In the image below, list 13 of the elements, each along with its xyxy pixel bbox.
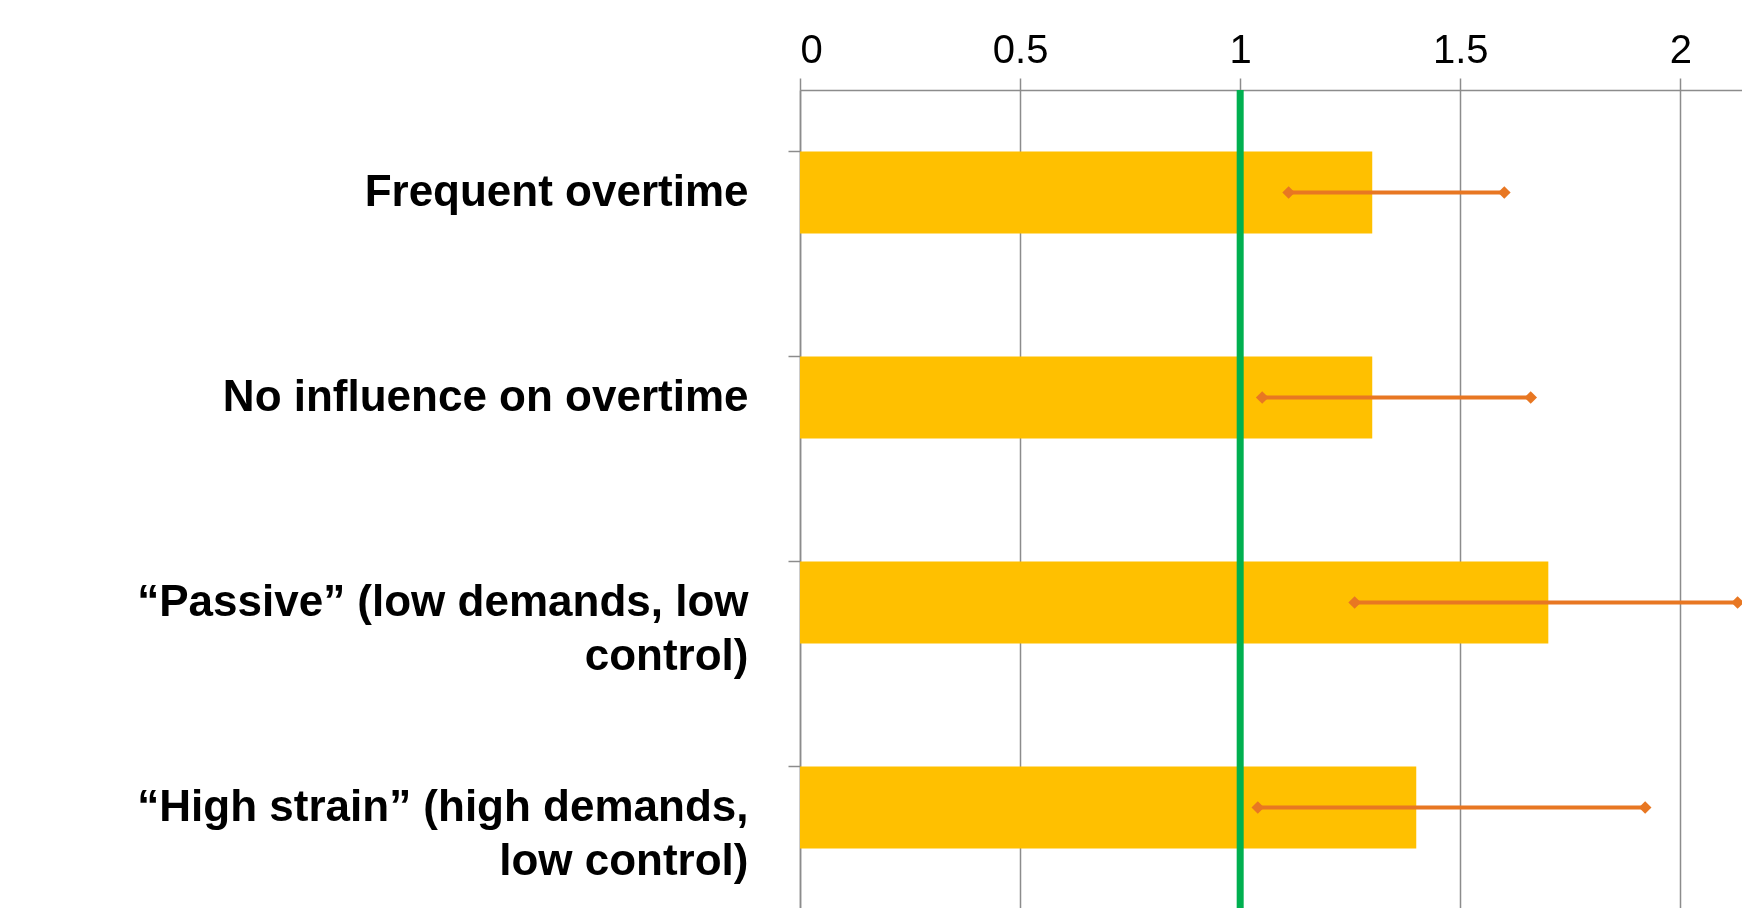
y-tick-label: “High strain” (high demands, low control) <box>137 780 749 884</box>
y-tick-label: Frequent overtime <box>364 165 749 215</box>
bar <box>800 561 1549 644</box>
bar <box>800 151 1373 234</box>
bar <box>800 356 1373 439</box>
x-tick-label: 0.5 <box>992 26 1049 71</box>
x-tick-label: 1 <box>1229 26 1252 71</box>
x-tick-label: 2 <box>1669 26 1692 71</box>
x-tick-label: 0 <box>800 26 823 71</box>
bar <box>800 766 1417 849</box>
y-tick-label: “Passive” (low demands, low control) <box>137 575 750 679</box>
y-tick-label: No influence on overtime <box>222 370 749 420</box>
x-tick-label: 1.5 <box>1432 26 1489 71</box>
